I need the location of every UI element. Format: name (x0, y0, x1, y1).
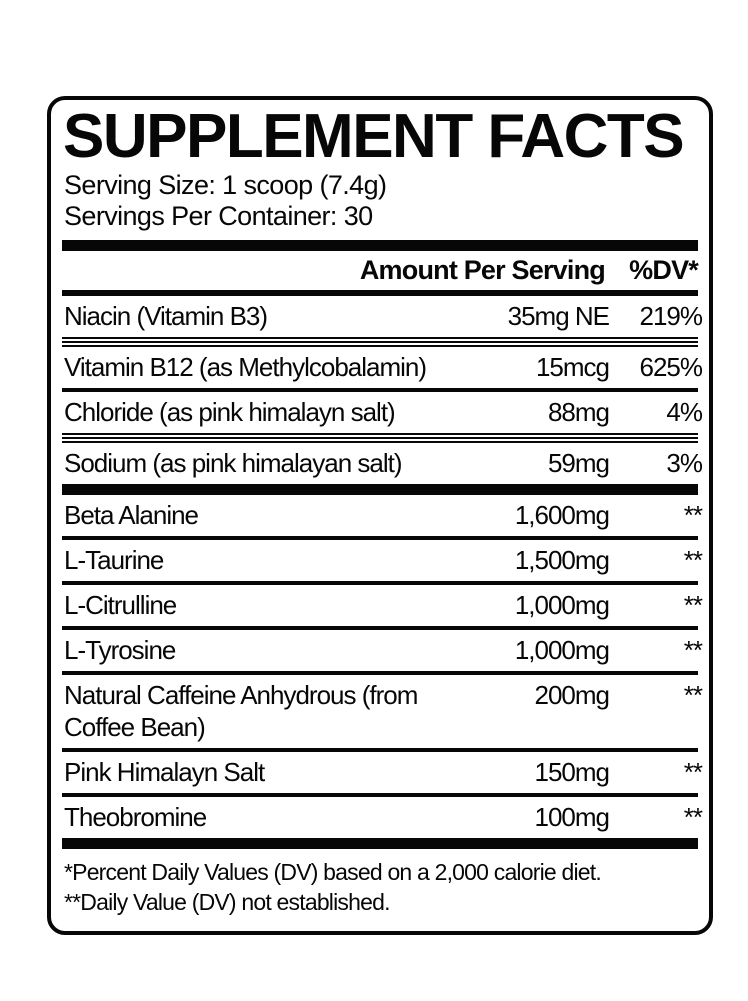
row-dv: 219% (639, 301, 704, 332)
row-amount: 88mg (547, 397, 610, 428)
table-row-niacin: Niacin (Vitamin B3) 35mg NE 219% (61, 296, 704, 337)
row-dv: ** (683, 500, 703, 531)
panel-title: SUPPLEMENT FACTS (63, 102, 685, 171)
row-separator (62, 748, 698, 753)
row-dv: ** (683, 635, 703, 666)
row-amount: 59mg (547, 448, 610, 479)
row-dv: 4% (666, 397, 703, 428)
table-row-vitamin-b12: Vitamin B12 (as Methylcobalamin) 15mcg 6… (61, 347, 704, 388)
table-row-sodium: Sodium (as pink himalayan salt) 59mg 3% (61, 443, 703, 484)
row-name: Chloride (as pink himalayn salt) (64, 397, 396, 428)
serving-size: Serving Size: 1 scoop (7.4g) (64, 170, 387, 201)
row-amount: 1,500mg (514, 545, 610, 576)
table-row-beta-alanine: Beta Alanine 1,600mg ** (61, 495, 703, 536)
row-separator (62, 337, 698, 348)
row-dv: ** (683, 757, 703, 788)
row-separator (62, 433, 698, 444)
row-amount: 15mcg (535, 352, 610, 383)
table-row-chloride: Chloride (as pink himalayn salt) 88mg 4% (61, 392, 703, 433)
row-separator (62, 581, 698, 586)
row-name: Niacin (Vitamin B3) (64, 301, 268, 332)
row-name: Sodium (as pink himalayan salt) (64, 448, 403, 479)
row-name: Vitamin B12 (as Methylcobalamin) (64, 352, 427, 383)
header-divider (62, 290, 698, 297)
row-amount: 200mg (534, 680, 611, 711)
row-amount: 1,000mg (514, 590, 610, 621)
row-separator (62, 793, 698, 798)
row-name: Beta Alanine (64, 500, 199, 531)
row-amount: 35mg NE (507, 301, 610, 332)
servings-per-container: Servings Per Container: 30 (64, 201, 373, 232)
row-amount: 100mg (534, 802, 611, 833)
percent-dv-header: %DV* (629, 255, 699, 286)
row-dv: ** (683, 802, 703, 833)
table-row-l-taurine: L-Taurine 1,500mg ** (61, 540, 703, 581)
table-row-l-citrulline: L-Citrulline 1,000mg ** (61, 585, 703, 626)
row-dv: 3% (666, 448, 703, 479)
row-dv: ** (683, 680, 703, 711)
supplement-facts-panel: SUPPLEMENT FACTS Serving Size: 1 scoop (… (47, 96, 713, 936)
section-divider-top (62, 240, 698, 252)
row-name: Theobromine (64, 802, 207, 833)
row-dv: 625% (639, 352, 704, 383)
amount-per-serving-header: Amount Per Serving (359, 255, 606, 286)
row-separator (62, 536, 698, 541)
footnote-dv-not-established: **Daily Value (DV) not established. (64, 889, 391, 916)
table-row-pink-himalayn-salt: Pink Himalayn Salt 150mg ** (61, 752, 703, 793)
footnotes: *Percent Daily Values (DV) based on a 2,… (61, 849, 699, 919)
row-separator (62, 388, 698, 393)
footnote-percent-dv: *Percent Daily Values (DV) based on a 2,… (64, 859, 602, 886)
row-name: L-Taurine (64, 545, 164, 576)
section-divider-middle (62, 484, 698, 496)
section-divider-bottom (62, 838, 698, 850)
column-header-row: Amount Per Serving %DV* (61, 251, 699, 290)
row-amount: 1,600mg (514, 500, 610, 531)
table-row-l-tyrosine: L-Tyrosine 1,000mg ** (61, 630, 703, 671)
row-name: L-Tyrosine (64, 635, 176, 666)
table-row-caffeine: Natural Caffeine Anhydrous (from Coffee … (61, 675, 703, 748)
row-dv: ** (683, 545, 703, 576)
row-separator (62, 671, 698, 676)
row-name: Natural Caffeine Anhydrous (from Coffee … (64, 680, 418, 743)
row-name: Pink Himalayn Salt (64, 757, 265, 788)
row-amount: 150mg (534, 757, 611, 788)
row-amount: 1,000mg (514, 635, 610, 666)
table-row-theobromine: Theobromine 100mg ** (61, 797, 703, 838)
row-dv: ** (683, 590, 703, 621)
row-separator (62, 626, 698, 631)
serving-info: Serving Size: 1 scoop (7.4g) Servings Pe… (61, 170, 699, 232)
row-name: L-Citrulline (64, 590, 177, 621)
